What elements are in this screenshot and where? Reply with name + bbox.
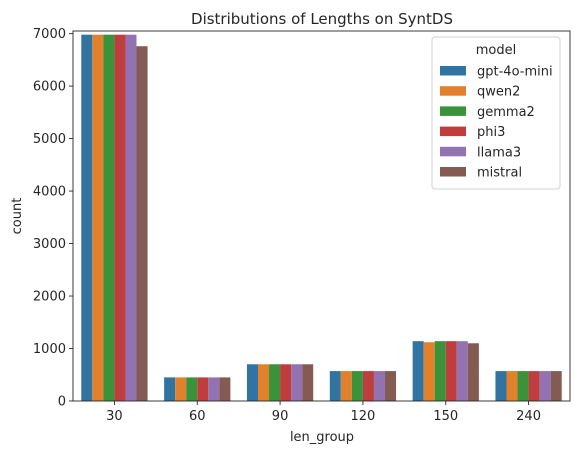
bar-llama3-240 xyxy=(539,371,551,401)
bar-qwen2-30 xyxy=(92,34,104,402)
bar-llama3-120 xyxy=(373,371,385,401)
bar-qwen2-90 xyxy=(257,364,270,401)
y-tick-label: 1000 xyxy=(33,342,66,357)
y-tick-label: 4000 xyxy=(33,185,66,200)
legend-swatch-phi3 xyxy=(440,126,466,137)
y-tick-label: 7000 xyxy=(33,27,66,42)
legend-swatch-llama3 xyxy=(440,146,466,157)
bar-llama3-30 xyxy=(125,34,137,402)
legend-label-gpt-4o-mini: gpt-4o-mini xyxy=(477,65,553,80)
y-tick-label: 6000 xyxy=(33,80,66,95)
bar-phi3-60 xyxy=(197,377,209,401)
bar-phi3-120 xyxy=(362,371,374,401)
legend-swatch-qwen2 xyxy=(440,86,466,96)
bar-mistral-90 xyxy=(302,364,314,401)
bar-gpt-4o-mini-150 xyxy=(412,341,424,401)
legend-swatch-mistral xyxy=(440,167,466,177)
bar-llama3-150 xyxy=(456,341,468,401)
bar-phi3-240 xyxy=(528,371,540,401)
bar-gemma2-90 xyxy=(269,364,281,401)
legend-label-phi3: phi3 xyxy=(477,125,505,140)
bar-gpt-4o-mini-240 xyxy=(495,371,507,401)
legend-items: gpt-4o-mini qwen2 gemma2 phi3 llama3 mistral xyxy=(440,65,553,181)
bar-gemma2-120 xyxy=(351,371,363,401)
y-axis-label: count xyxy=(10,198,25,235)
legend-swatch-gpt-4o-mini xyxy=(440,66,466,76)
bar-qwen2-60 xyxy=(175,377,187,401)
bar-phi3-30 xyxy=(114,34,126,402)
bar-gpt-4o-mini-30 xyxy=(81,34,93,402)
bar-gemma2-30 xyxy=(103,34,115,402)
legend-label-qwen2: qwen2 xyxy=(477,85,520,100)
legend-label-llama3: llama3 xyxy=(477,145,521,160)
bar-phi3-150 xyxy=(445,341,457,401)
bars-layer xyxy=(81,34,562,402)
y-tick-label: 3000 xyxy=(33,237,66,252)
bar-gemma2-150 xyxy=(434,341,446,401)
x-axis: 30 60 90 120 150 240 xyxy=(106,401,541,424)
x-tick-label: 150 xyxy=(433,409,458,424)
legend-swatch-gemma2 xyxy=(440,106,466,116)
x-tick-label: 30 xyxy=(106,409,123,424)
y-tick-label: 5000 xyxy=(33,132,66,147)
bar-gpt-4o-mini-120 xyxy=(329,371,341,401)
bar-mistral-30 xyxy=(136,46,148,401)
x-tick-label: 120 xyxy=(351,409,376,424)
chart-title: Distributions of Lengths on SyntDS xyxy=(191,10,453,28)
bar-llama3-60 xyxy=(208,377,220,401)
y-tick-label: 0 xyxy=(58,395,66,410)
y-tick-label: 2000 xyxy=(33,290,66,305)
bar-mistral-150 xyxy=(467,343,479,401)
bar-llama3-90 xyxy=(291,364,303,401)
legend: model gpt-4o-mini qwen2 gemma2 phi3 llama3 mi… xyxy=(431,36,561,190)
bar-mistral-240 xyxy=(550,371,562,401)
bar-qwen2-150 xyxy=(423,342,435,401)
x-tick-label: 240 xyxy=(516,409,541,424)
plot-frame xyxy=(72,30,571,402)
legend-title: model xyxy=(476,43,516,58)
legend-label-mistral: mistral xyxy=(477,166,522,181)
bar-qwen2-240 xyxy=(506,371,518,401)
y-axis: 0 1000 2000 3000 4000 5000 6000 7000 xyxy=(33,27,73,410)
bar-gpt-4o-mini-60 xyxy=(164,377,176,401)
bar-gemma2-60 xyxy=(186,377,198,401)
x-tick-label: 90 xyxy=(272,409,289,424)
bar-gpt-4o-mini-90 xyxy=(246,364,258,401)
legend-label-gemma2: gemma2 xyxy=(477,105,535,120)
bar-gemma2-240 xyxy=(517,371,529,401)
bar-mistral-120 xyxy=(385,371,397,401)
x-tick-label: 60 xyxy=(189,409,206,424)
bar-qwen2-120 xyxy=(340,371,352,401)
bar-mistral-60 xyxy=(219,377,231,401)
bar-phi3-90 xyxy=(280,364,292,401)
x-axis-label: len_group xyxy=(290,430,354,445)
